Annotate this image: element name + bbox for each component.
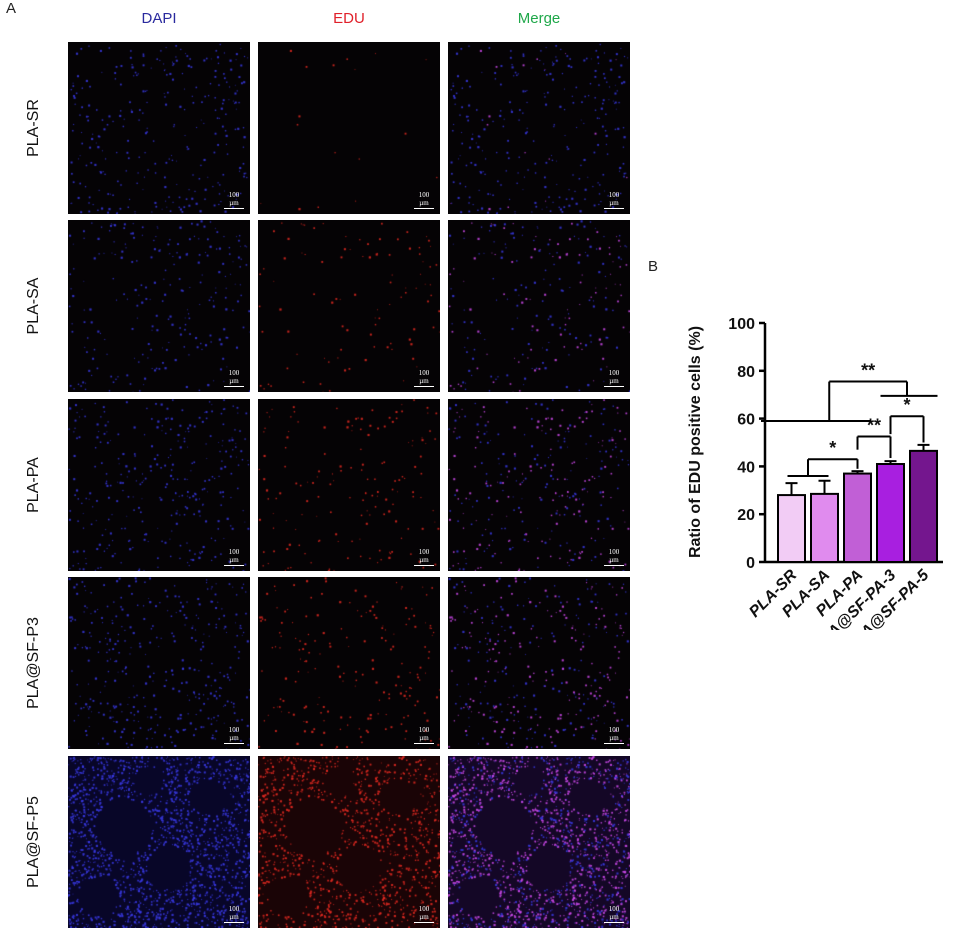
panel-a-label: A — [6, 0, 17, 17]
scale-bar-line — [604, 386, 624, 387]
scale-bar: 100 µm — [414, 905, 434, 923]
y-tick-label: 20 — [737, 507, 755, 524]
scale-bar-line — [414, 386, 434, 387]
row-label-4: PLA@SF-P5 — [25, 796, 42, 888]
scale-bar-label: 100 µm — [418, 548, 430, 564]
scale-bar-line — [224, 922, 244, 923]
row-label-2: PLA-PA — [25, 457, 42, 513]
scale-bar: 100 µm — [224, 726, 244, 744]
scale-bar-label: 100 µm — [228, 726, 240, 742]
scale-bar-line — [604, 743, 624, 744]
scale-bar: 100 µm — [604, 548, 624, 566]
scale-bar-line — [414, 208, 434, 209]
scale-bar-label: 100 µm — [228, 548, 240, 564]
column-header-dapi: DAPI — [141, 10, 177, 27]
micrograph-edu-0: 100 µm — [258, 42, 440, 214]
micrograph-edu-3: 100 µm — [258, 577, 440, 749]
scale-bar-label: 100 µm — [228, 191, 240, 207]
micrograph-dapi-4: 100 µm — [68, 756, 250, 928]
scale-bar-label: 100 µm — [418, 726, 430, 742]
scale-bar-line — [224, 208, 244, 209]
scale-bar-label: 100 µm — [228, 905, 240, 921]
y-tick-label: 40 — [737, 459, 755, 476]
micrograph-merge-0: 100 µm — [448, 42, 630, 214]
scale-bar-line — [224, 386, 244, 387]
scale-bar-line — [604, 208, 624, 209]
significance-label: * — [903, 395, 910, 415]
panel-b-label: B — [648, 258, 659, 275]
y-tick-label: 0 — [746, 555, 755, 572]
scale-bar-line — [224, 565, 244, 566]
edu-ratio-bar-chart: Ratio of EDU positive cells (%) 0 20 40 60 8… — [687, 316, 943, 630]
scale-bar-label: 100 µm — [608, 905, 620, 921]
scale-bar-label: 100 µm — [418, 905, 430, 921]
scale-bar-label: 100 µm — [608, 369, 620, 385]
scale-bar: 100 µm — [604, 726, 624, 744]
bar — [843, 472, 872, 564]
micrograph-dapi-1: 100 µm — [68, 220, 250, 392]
scale-bar-line — [604, 922, 624, 923]
significance-label: ** — [867, 416, 881, 436]
scale-bar-label: 100 µm — [608, 191, 620, 207]
scale-bar: 100 µm — [414, 726, 434, 744]
bar — [810, 492, 839, 563]
y-axis-label: Ratio of EDU positive cells (%) — [687, 326, 704, 558]
micrograph-merge-2: 100 µm — [448, 399, 630, 571]
micrograph-edu-4: 100 µm — [258, 756, 440, 928]
scale-bar-label: 100 µm — [418, 369, 430, 385]
scale-bar-line — [414, 743, 434, 744]
scale-bar-label: 100 µm — [608, 726, 620, 742]
column-header-merge: Merge — [517, 10, 561, 27]
y-tick-label: 100 — [728, 316, 755, 333]
scale-bar-label: 100 µm — [608, 548, 620, 564]
y-tick-label: 80 — [737, 364, 755, 381]
row-label-1: PLA-SA — [25, 277, 42, 335]
micrograph-dapi-0: 100 µm — [68, 42, 250, 214]
bar — [876, 463, 905, 563]
micrograph-dapi-2: 100 µm — [68, 399, 250, 571]
micrograph-edu-2: 100 µm — [258, 399, 440, 571]
row-label-0: PLA-SR — [25, 99, 42, 157]
micrograph-merge-3: 100 µm — [448, 577, 630, 749]
micrograph-edu-1: 100 µm — [258, 220, 440, 392]
scale-bar: 100 µm — [604, 369, 624, 387]
significance-label: ** — [861, 361, 875, 381]
scale-bar: 100 µm — [224, 548, 244, 566]
y-tick-label: 60 — [737, 412, 755, 429]
scale-bar: 100 µm — [414, 369, 434, 387]
scale-bar-line — [224, 743, 244, 744]
column-header-edu: EDU — [333, 10, 365, 27]
scale-bar-line — [604, 565, 624, 566]
scale-bar: 100 µm — [604, 191, 624, 209]
row-label-3: PLA@SF-P3 — [25, 617, 42, 709]
scale-bar: 100 µm — [604, 905, 624, 923]
scale-bar-line — [414, 922, 434, 923]
scale-bar: 100 µm — [414, 191, 434, 209]
scale-bar: 100 µm — [224, 191, 244, 209]
scale-bar-line — [414, 565, 434, 566]
scale-bar: 100 µm — [224, 369, 244, 387]
scale-bar: 100 µm — [224, 905, 244, 923]
bar — [777, 494, 806, 563]
significance-label: * — [829, 438, 836, 458]
micrograph-merge-1: 100 µm — [448, 220, 630, 392]
bar — [909, 449, 938, 564]
micrograph-merge-4: 100 µm — [448, 756, 630, 928]
micrograph-dapi-3: 100 µm — [68, 577, 250, 749]
scale-bar: 100 µm — [414, 548, 434, 566]
scale-bar-label: 100 µm — [228, 369, 240, 385]
scale-bar-label: 100 µm — [418, 191, 430, 207]
